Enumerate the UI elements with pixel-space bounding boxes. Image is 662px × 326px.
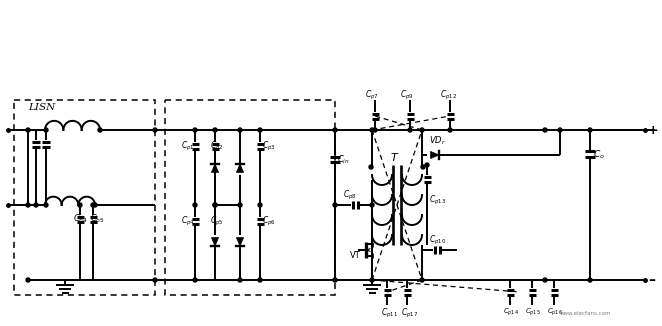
Text: $C_{p4}$: $C_{p4}$ [73,213,88,226]
Text: $C_{p11}$: $C_{p11}$ [381,307,398,320]
Circle shape [193,278,197,282]
Text: $C_{p5}$: $C_{p5}$ [210,215,224,228]
Text: $C_{p12}$: $C_{p12}$ [440,89,457,102]
Circle shape [26,128,30,132]
Text: $C_{p4}$: $C_{p4}$ [181,215,195,228]
Polygon shape [430,151,439,159]
Circle shape [153,128,157,132]
Circle shape [543,278,547,282]
Circle shape [370,203,374,207]
Text: $C_{in}$: $C_{in}$ [337,154,350,166]
Circle shape [448,128,452,132]
Polygon shape [236,164,244,172]
Circle shape [91,203,95,207]
Text: –: – [648,273,655,287]
Circle shape [26,203,30,207]
Circle shape [44,203,48,207]
Circle shape [238,278,242,282]
Circle shape [370,128,374,132]
Text: $C_{p15}$: $C_{p15}$ [525,307,541,319]
Circle shape [98,128,102,132]
Text: $C_{p14}$: $C_{p14}$ [503,307,519,319]
Circle shape [34,203,38,207]
Circle shape [420,278,424,282]
Circle shape [333,278,337,282]
Circle shape [558,128,562,132]
Circle shape [370,278,374,282]
Circle shape [421,165,425,169]
Circle shape [193,128,197,132]
Circle shape [44,128,48,132]
Bar [14,100,155,295]
Text: $C_{p5}$: $C_{p5}$ [90,213,105,226]
Circle shape [333,128,337,132]
Text: $C_{p8}$: $C_{p8}$ [343,189,357,202]
Text: $C_{p13}$: $C_{p13}$ [429,193,446,207]
Text: $C_{p3}$: $C_{p3}$ [262,140,276,153]
Circle shape [153,278,157,282]
Circle shape [258,278,262,282]
Text: $C_{p2}$: $C_{p2}$ [210,140,224,153]
Circle shape [238,203,242,207]
Circle shape [78,203,82,207]
Text: +: + [648,124,659,137]
Circle shape [543,128,547,132]
Circle shape [238,128,242,132]
Text: www.elecfans.com: www.elecfans.com [560,311,612,316]
Polygon shape [211,164,218,172]
Circle shape [93,203,97,207]
Circle shape [373,128,377,132]
Bar [165,100,335,295]
Text: $C_{p16}$: $C_{p16}$ [547,307,563,319]
Text: $C_{p6}$: $C_{p6}$ [262,215,276,228]
Circle shape [213,128,217,132]
Circle shape [420,128,424,132]
Text: $C_{p9}$: $C_{p9}$ [400,89,414,102]
Polygon shape [211,238,218,246]
Text: $C_{p1}$: $C_{p1}$ [181,140,195,153]
Text: $VD_r$: $VD_r$ [429,135,446,147]
Text: VT: VT [350,250,361,259]
Text: $T$: $T$ [390,151,400,163]
Circle shape [258,203,262,207]
Circle shape [193,203,197,207]
Circle shape [408,128,412,132]
Circle shape [369,165,373,169]
Circle shape [26,278,30,282]
Text: $C_{p7}$: $C_{p7}$ [365,89,379,102]
Circle shape [588,128,592,132]
Polygon shape [236,238,244,246]
Text: $C_{p17}$: $C_{p17}$ [401,307,418,320]
Circle shape [588,278,592,282]
Circle shape [333,203,337,207]
Circle shape [258,128,262,132]
Text: $C_o$: $C_o$ [593,149,605,161]
Circle shape [213,203,217,207]
Text: LISN: LISN [28,103,55,112]
Text: $C_{p10}$: $C_{p10}$ [429,234,446,247]
Circle shape [425,163,429,167]
Circle shape [213,203,217,207]
